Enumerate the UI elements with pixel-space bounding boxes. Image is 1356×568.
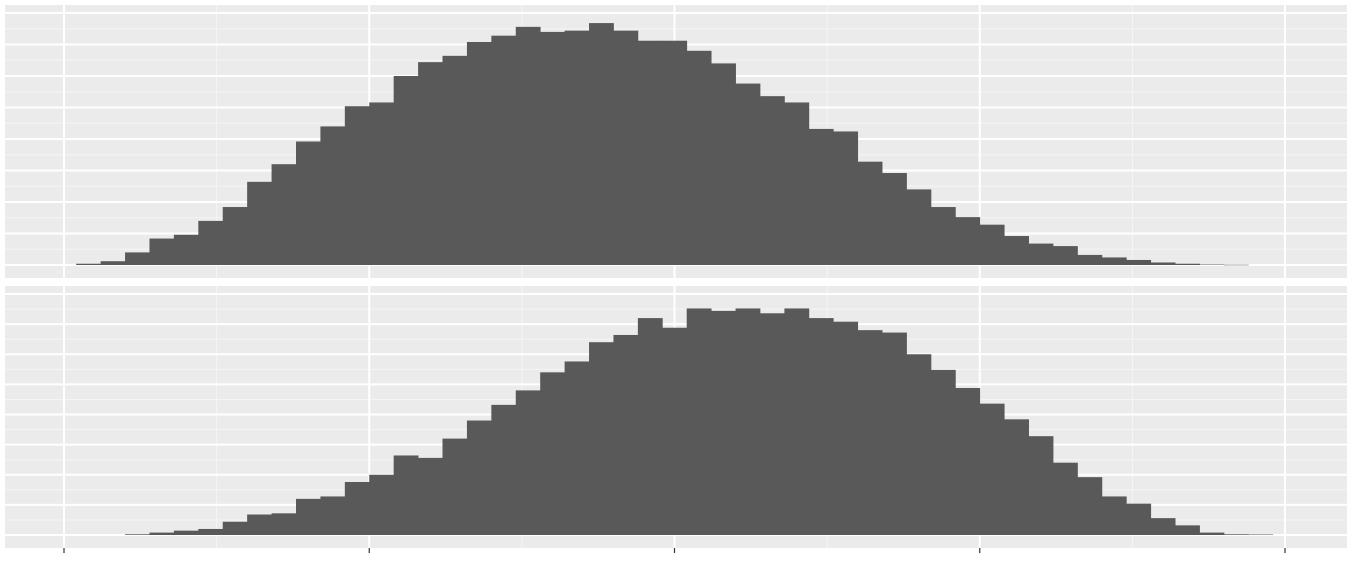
- histogram-bar: [589, 342, 614, 535]
- histogram-bar: [1175, 525, 1200, 535]
- histogram-bar: [418, 457, 443, 535]
- histogram-bar: [1077, 477, 1103, 535]
- histogram-bar: [882, 332, 907, 535]
- histogram-bar: [320, 126, 346, 266]
- histogram-bar: [247, 514, 272, 535]
- histogram-bar: [979, 224, 1005, 265]
- histogram-bar: [1101, 496, 1127, 535]
- histogram-bar: [466, 41, 492, 266]
- histogram-bar: [686, 50, 712, 265]
- histogram-bar: [1175, 263, 1200, 265]
- histogram-bar: [564, 361, 590, 535]
- histogram-bar: [979, 403, 1005, 535]
- histogram-bar: [564, 30, 590, 265]
- histogram-bar: [759, 96, 785, 265]
- histogram-bar: [442, 55, 468, 266]
- histogram-bar: [149, 238, 175, 265]
- histogram-bar: [637, 318, 663, 535]
- x-axis: [63, 548, 1286, 553]
- histogram-bar: [1199, 532, 1225, 535]
- histogram-bar: [857, 330, 883, 535]
- histogram-bar: [222, 207, 248, 265]
- histogram-bar: [1077, 254, 1103, 265]
- histogram-bar: [1028, 436, 1054, 535]
- histogram-bar: [857, 161, 883, 265]
- histogram-bar: [418, 62, 443, 265]
- histogram-bar: [808, 128, 834, 265]
- histogram-bar: [369, 474, 395, 535]
- histogram-bar: [784, 308, 810, 535]
- histogram-bar: [955, 217, 981, 265]
- histogram-bar: [882, 173, 907, 265]
- histogram-bar: [784, 102, 810, 266]
- histogram-bar: [1053, 246, 1078, 265]
- histogram-bar: [393, 455, 419, 535]
- histogram-bar: [1223, 264, 1249, 266]
- histogram-bar: [735, 308, 761, 535]
- histogram-bar: [686, 308, 712, 535]
- histogram-bar: [1223, 534, 1249, 535]
- histogram-bar: [173, 234, 199, 265]
- histogram-bar: [662, 40, 688, 265]
- histogram-bar: [930, 207, 956, 265]
- histogram-bar: [247, 181, 272, 265]
- histogram-bar: [613, 334, 639, 535]
- histogram-bar: [1199, 264, 1225, 265]
- histogram-bar: [125, 534, 150, 535]
- histogram-bar: [662, 327, 688, 535]
- histogram-bar: [320, 496, 346, 535]
- histogram-bar: [711, 63, 736, 266]
- histogram-bar: [906, 189, 932, 265]
- histogram-bar: [344, 106, 370, 266]
- histogram-bar: [491, 404, 517, 535]
- panel-top: [5, 5, 1347, 278]
- histogram-bar: [1053, 462, 1078, 535]
- histogram-bar: [540, 31, 566, 266]
- histogram-bar: [295, 498, 321, 535]
- histogram-bar: [637, 40, 663, 265]
- histogram-bar: [149, 532, 175, 535]
- histogram-bar: [589, 23, 614, 265]
- histogram-bar: [271, 513, 297, 535]
- histogram-bar: [344, 481, 370, 535]
- histogram-bar: [173, 530, 199, 535]
- histogram-bar: [442, 438, 468, 535]
- histogram-bar: [295, 141, 321, 265]
- histogram-bar: [1004, 419, 1029, 535]
- histogram-bar: [271, 164, 297, 265]
- histogram-bar: [759, 313, 785, 535]
- histogram-bar: [735, 83, 761, 265]
- histogram-bar: [393, 76, 419, 265]
- histogram-bar: [833, 321, 859, 535]
- histogram-bar: [76, 263, 102, 265]
- histogram-bar: [1101, 257, 1127, 265]
- histogram-bar: [198, 220, 224, 265]
- histogram-bar: [833, 131, 859, 265]
- histogram-bar: [515, 26, 541, 265]
- histogram-bar: [1248, 534, 1274, 536]
- histogram-bar: [613, 30, 639, 265]
- panel-bottom: [5, 286, 1347, 548]
- histogram-bar: [466, 420, 492, 535]
- histogram-bar: [906, 354, 932, 535]
- histogram-bar: [1004, 236, 1029, 265]
- histogram-bar: [515, 390, 541, 535]
- histogram-bar: [930, 369, 956, 535]
- histogram-bar: [1126, 503, 1152, 535]
- histogram-bar: [711, 310, 736, 535]
- histogram-bar: [540, 372, 566, 535]
- histogram-bar: [222, 521, 248, 535]
- histogram-bar: [1028, 243, 1054, 265]
- histogram-bar: [125, 252, 150, 265]
- histogram-bar: [955, 387, 981, 535]
- histogram-bar: [491, 35, 517, 266]
- histogram-bar: [100, 261, 126, 265]
- histogram-bar: [1150, 518, 1176, 535]
- histogram-bar: [198, 528, 224, 535]
- histogram-bar: [808, 318, 834, 535]
- histogram-bar: [1150, 262, 1176, 265]
- histogram-bar: [369, 102, 395, 266]
- histogram-bar: [1126, 259, 1152, 265]
